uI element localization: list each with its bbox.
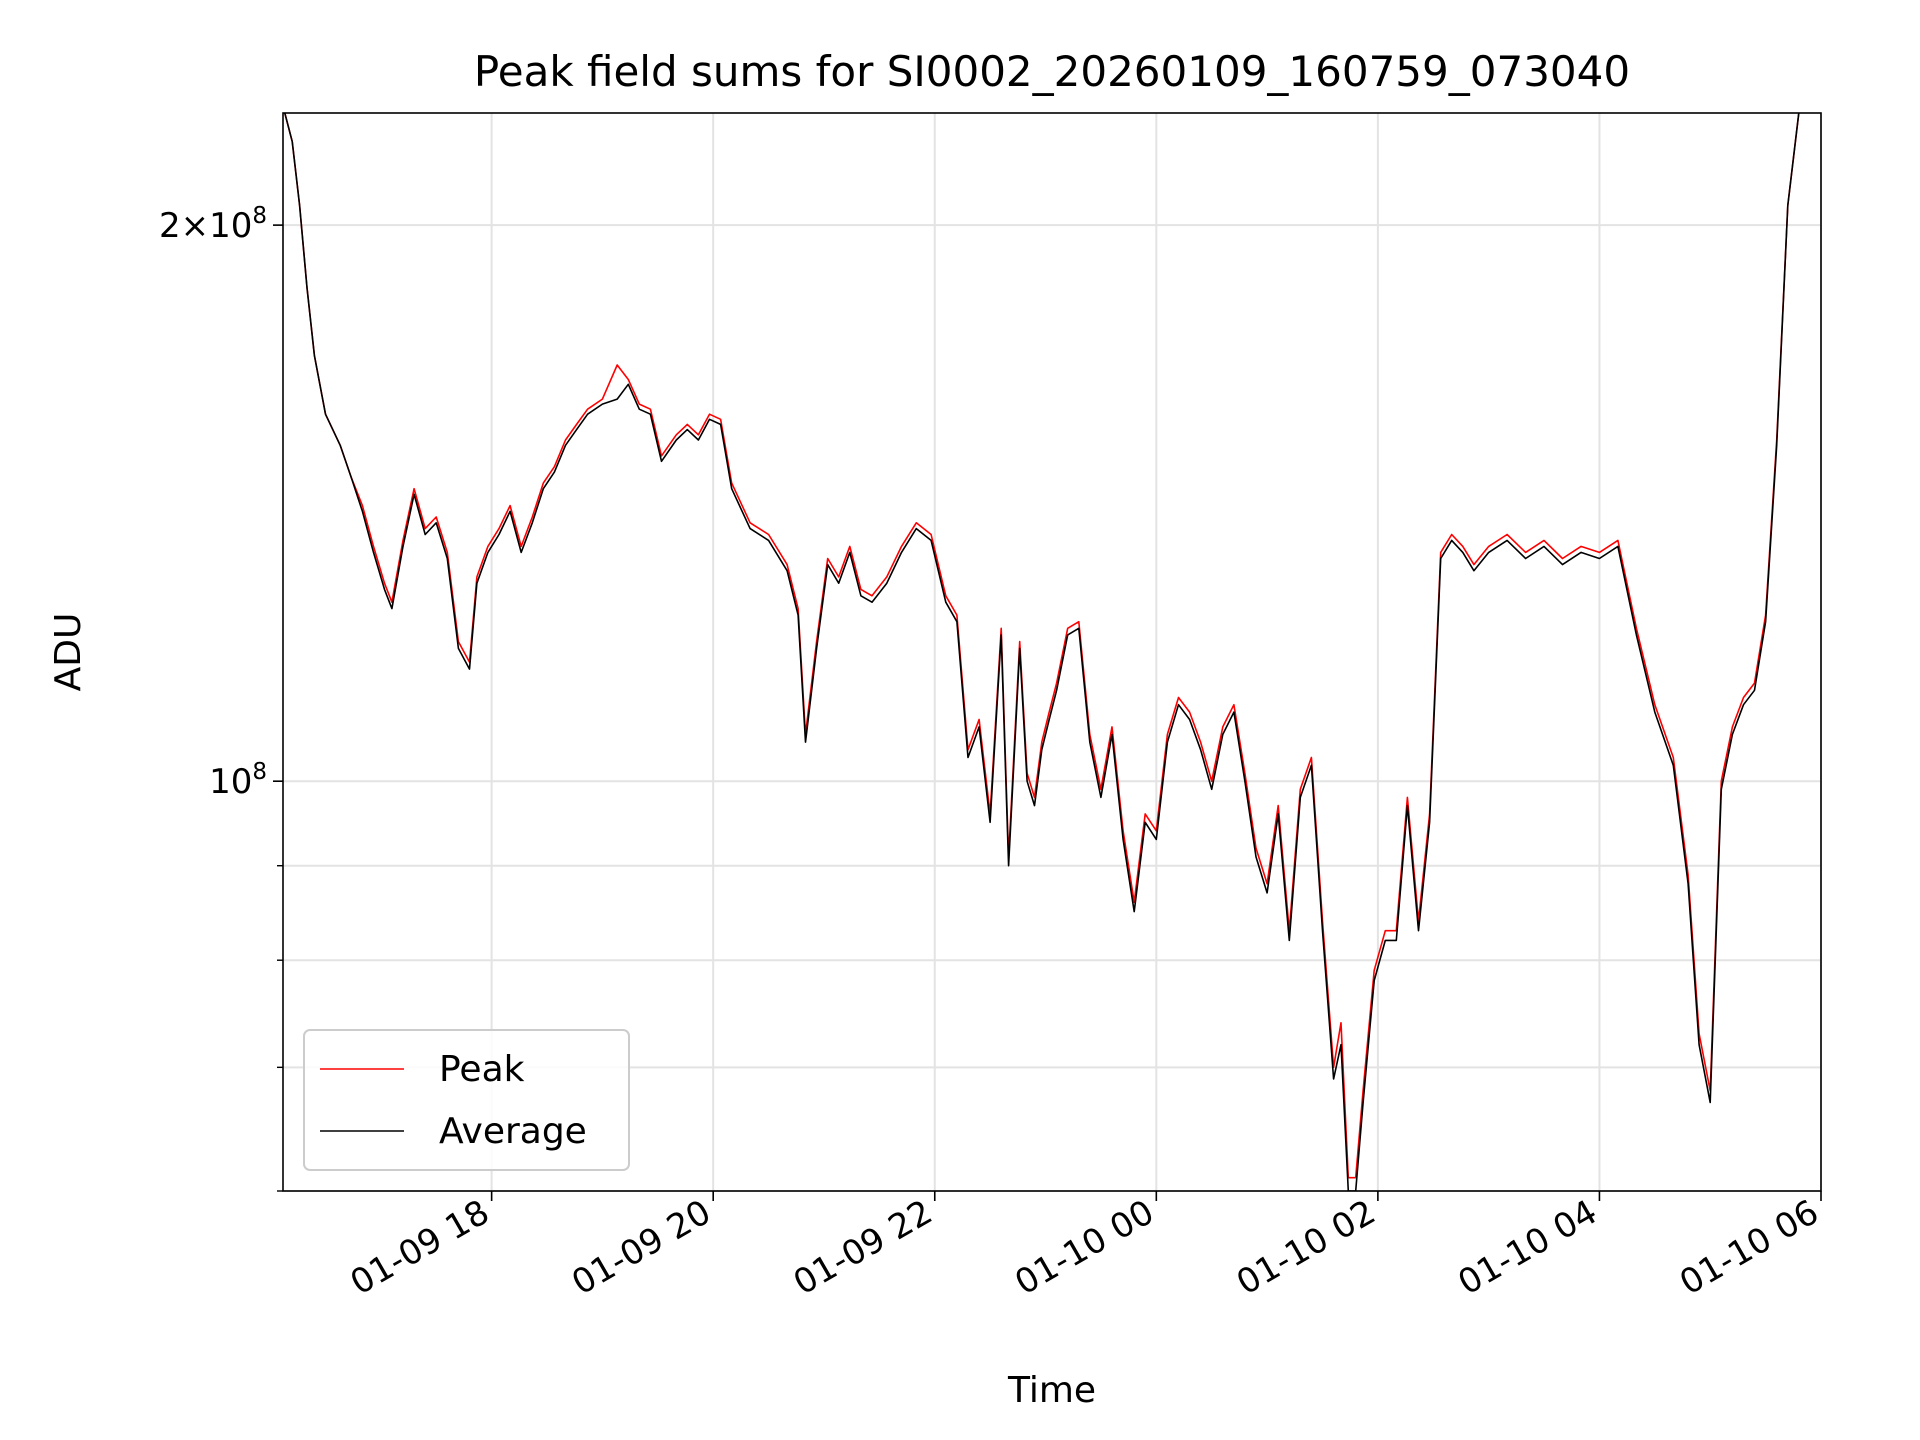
y-tick-label: 108	[209, 759, 267, 802]
x-axis-label: Time	[1007, 1370, 1096, 1411]
legend-box	[303, 1029, 630, 1171]
chart-title: Peak field sums for SI0002_20260109_1607…	[474, 47, 1630, 96]
legend-label-peak: Peak	[439, 1049, 525, 1090]
series-layer	[284, 113, 1800, 1191]
plot-area	[284, 113, 1800, 1191]
y-axis-label: ADU	[48, 613, 89, 692]
y-tick-label: 2×108	[159, 203, 267, 246]
series-line-average	[284, 113, 1800, 1191]
legend: Peak Average	[303, 1029, 630, 1171]
legend-label-average: Average	[439, 1111, 587, 1152]
axes-frame	[282, 112, 1822, 1192]
